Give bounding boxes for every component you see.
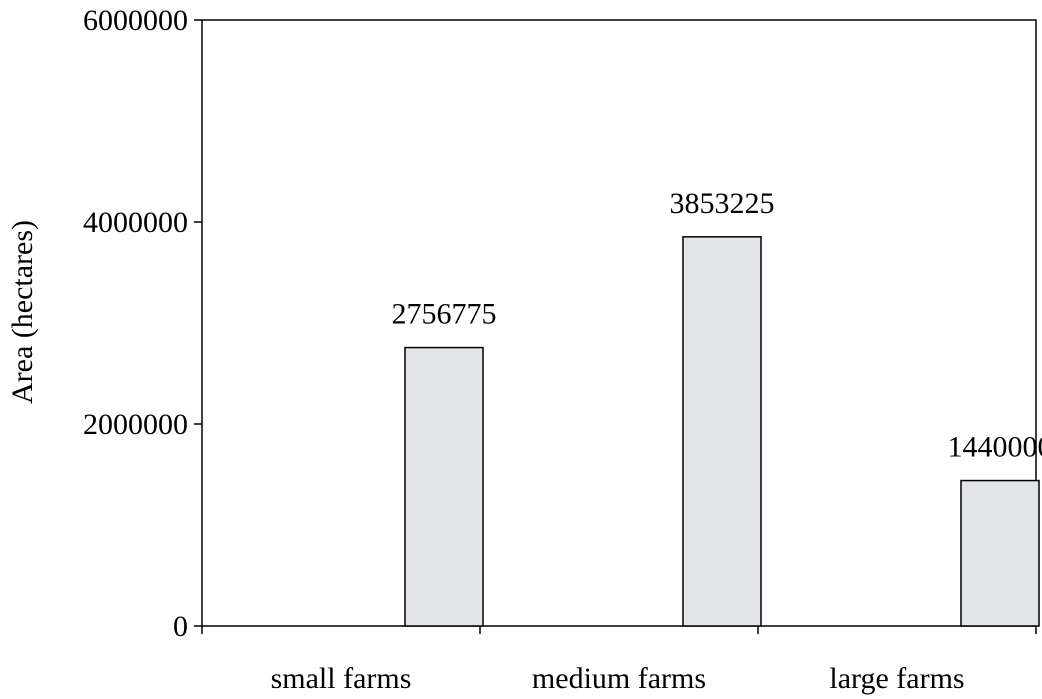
plot-area-border (201, 19, 1037, 627)
data-labels: 2756775 3853225 1440000 (392, 187, 1042, 464)
x-tick-label: large farms (829, 662, 964, 695)
bar (404, 346, 484, 627)
bar-value-label: 1440000 (948, 431, 1042, 464)
x-tick-label: medium farms (532, 662, 706, 695)
bars (404, 236, 1040, 627)
y-tick-label: 4000000 (83, 206, 188, 239)
bar (960, 479, 1040, 627)
y-tick-label: 6000000 (83, 4, 188, 37)
y-axis: 0 2000000 4000000 6000000 (83, 4, 202, 643)
y-axis-label-group: Area (hectares) (6, 220, 39, 404)
y-tick-label: 0 (173, 610, 188, 643)
bar-value-label: 3853225 (670, 187, 775, 220)
bar-value-label: 2756775 (392, 298, 497, 331)
x-tick-label: small farms (271, 662, 412, 695)
x-axis: small farms medium farms large farms (201, 626, 1037, 695)
plot-frame (201, 19, 1037, 627)
y-axis-label: Area (hectares) (6, 220, 39, 404)
y-tick-label: 2000000 (83, 408, 188, 441)
bar (682, 236, 762, 627)
